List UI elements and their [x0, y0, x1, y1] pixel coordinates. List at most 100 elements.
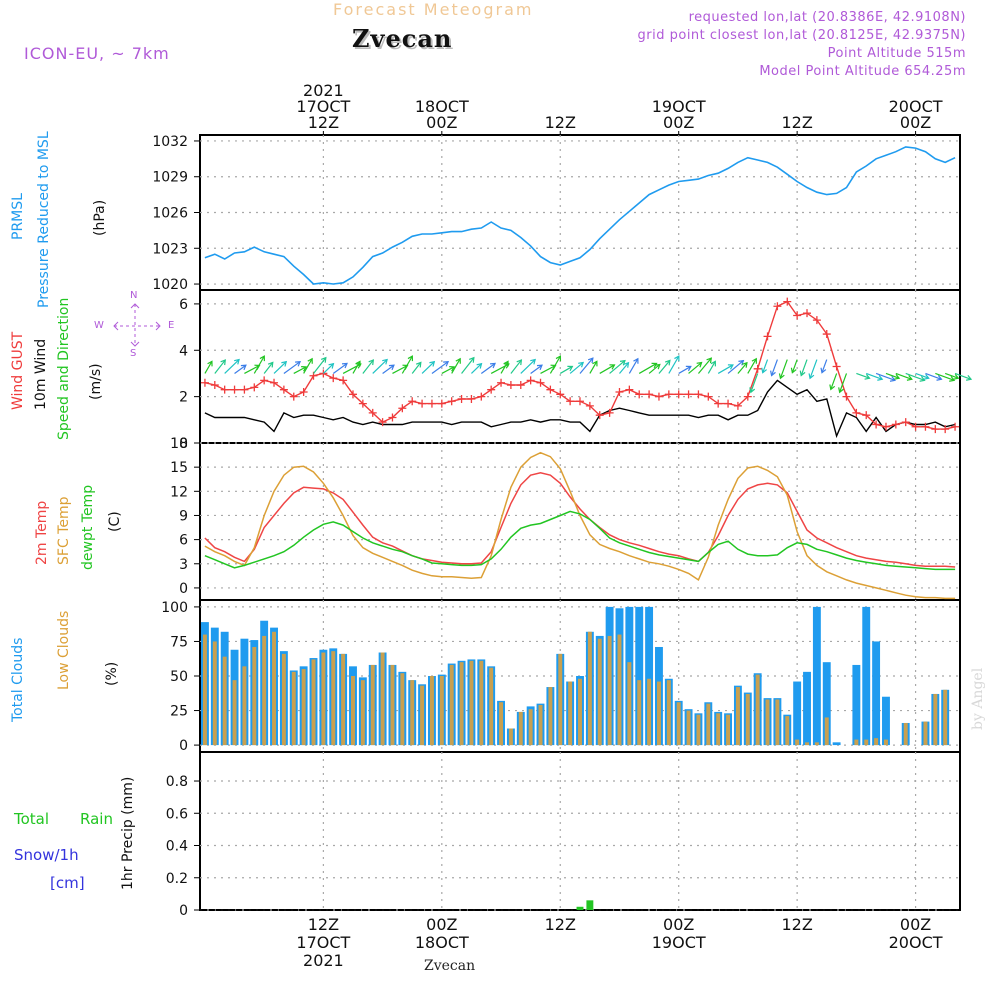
precip-rain-label: Total — [14, 810, 50, 828]
wind-direction-arrow — [638, 362, 657, 374]
wind-direction-arrowhead — [592, 360, 598, 367]
wind-direction-arrow — [510, 359, 522, 374]
bottom-time-label: 18OCT — [415, 933, 469, 952]
wind-gust-marker — [852, 408, 861, 417]
wind-gust-marker — [487, 385, 496, 394]
wind-direction-arrowhead — [281, 360, 288, 367]
wind-direction-arrow — [283, 361, 301, 374]
total-cloud-bar — [812, 606, 821, 746]
total-cloud-bar — [882, 696, 890, 746]
wind-direction-arrow — [303, 358, 313, 374]
requested-coords: requested lon,lat (20.8386E, 42.9108N) — [688, 10, 966, 25]
low-cloud-bar — [775, 699, 780, 746]
top-time-label: 00Z — [900, 113, 931, 132]
wind-gust-marker — [427, 399, 436, 408]
clouds-ytick-label: 100 — [161, 600, 188, 616]
low-cloud-bar — [805, 742, 809, 746]
wind-ytick-label: 2 — [179, 390, 188, 406]
wind-gust-marker — [862, 411, 871, 420]
wind-direction-arrow — [856, 372, 870, 379]
wind-direction-arrowhead — [919, 376, 926, 382]
wind-direction-arrowhead — [490, 362, 496, 369]
clouds-ytick-label: 50 — [170, 669, 188, 685]
wind-direction-arrowhead — [727, 364, 734, 370]
wind-direction-arrow — [678, 365, 692, 374]
panel-frame-2 — [199, 442, 961, 601]
product-title: Forecast Meteogram — [333, 0, 534, 19]
wind-direction-arrow — [322, 363, 334, 374]
wind-direction-arrowhead — [530, 358, 537, 365]
wind-direction-arrow — [540, 364, 556, 374]
wind-gust-marker — [684, 390, 693, 399]
rain-bar — [586, 900, 594, 910]
temp-ytick-label: 18 — [170, 436, 188, 452]
wind-direction-arrowhead — [234, 358, 240, 365]
low-cloud-bar — [202, 634, 207, 746]
low-cloud-bar — [281, 653, 286, 746]
wind-gust-marker — [220, 385, 229, 394]
wind-direction-arrowhead — [468, 356, 475, 363]
wind-gust-marker — [753, 364, 762, 373]
wind-direction-arrow — [253, 355, 265, 374]
wind-ytick-label: 4 — [179, 343, 188, 359]
low-cloud-bar — [923, 721, 928, 746]
wind-direction-arrowhead — [555, 355, 562, 362]
wind-gust-marker — [645, 390, 654, 399]
wind-gust-marker — [299, 388, 308, 396]
bottom-time-label: 12Z — [781, 915, 812, 934]
wind-gust-marker — [921, 422, 930, 431]
wind-direction-arrowhead — [936, 375, 943, 381]
wind-gust-marker — [546, 385, 555, 394]
wind-direction-arrow — [915, 372, 929, 379]
wind-direction-arrowhead — [685, 365, 692, 372]
wind-direction-arrowhead — [838, 387, 844, 394]
wind-gust-marker — [615, 388, 624, 396]
wind-direction-arrowhead — [207, 360, 213, 367]
wind-gust-marker — [783, 297, 792, 306]
total-cloud-bar — [852, 664, 861, 746]
low-cloud-bar — [291, 671, 296, 746]
wind-direction-arrowhead — [770, 370, 776, 377]
wind-gust-marker — [378, 418, 387, 427]
low-cloud-bar — [538, 705, 543, 746]
low-cloud-bar — [400, 673, 405, 746]
wind-direction-arrowhead — [674, 355, 680, 362]
wind-gust-marker — [793, 311, 802, 320]
wind-direction-arrowhead — [966, 375, 973, 381]
wind-direction-arrowhead — [536, 364, 543, 371]
low-cloud-bar — [933, 693, 938, 746]
wind-gust-marker — [358, 399, 367, 408]
wind-direction-arrowhead — [741, 361, 748, 368]
wind-gust-marker — [951, 422, 960, 431]
wind-direction-arrowhead — [923, 373, 930, 380]
wind-direction-arrowhead — [407, 355, 414, 362]
wind-gust-marker — [822, 330, 831, 339]
wind-direction-arrowhead — [864, 373, 871, 380]
wind-direction-arrowhead — [516, 359, 523, 366]
wind-gust-marker — [200, 378, 209, 387]
low-cloud-bar — [943, 689, 948, 746]
compass-s: S — [130, 348, 137, 359]
low-cloud-bar — [735, 687, 740, 746]
wind-gust-marker — [536, 378, 545, 387]
wind-direction-arrow — [480, 362, 496, 374]
wind-direction-arrowhead — [301, 366, 308, 372]
wind-direction-arrow — [401, 355, 413, 374]
low-cloud-bar — [420, 685, 425, 746]
wind-gust-marker — [635, 390, 644, 399]
model-label: ICON-EU, ~ 7km — [24, 44, 170, 63]
wind-direction-arrow — [273, 361, 287, 374]
low-cloud-bar — [884, 739, 888, 746]
wind-direction-arrowhead — [567, 365, 574, 372]
precip-ytick-label: 0.8 — [166, 774, 188, 790]
wind-direction-arrowhead — [894, 373, 901, 380]
low-cloud-bar — [518, 711, 523, 746]
precip-ytick-label: 0.2 — [166, 871, 188, 887]
top-time-label: 12Z — [781, 113, 812, 132]
wind-direction-arrow — [809, 359, 818, 379]
low-cloud-bar — [272, 631, 276, 746]
top-time-label: 2021 — [303, 81, 344, 100]
wind-gust-marker — [743, 392, 752, 401]
low-cloud-bar — [548, 687, 553, 746]
wind-direction-arrow — [944, 372, 959, 379]
